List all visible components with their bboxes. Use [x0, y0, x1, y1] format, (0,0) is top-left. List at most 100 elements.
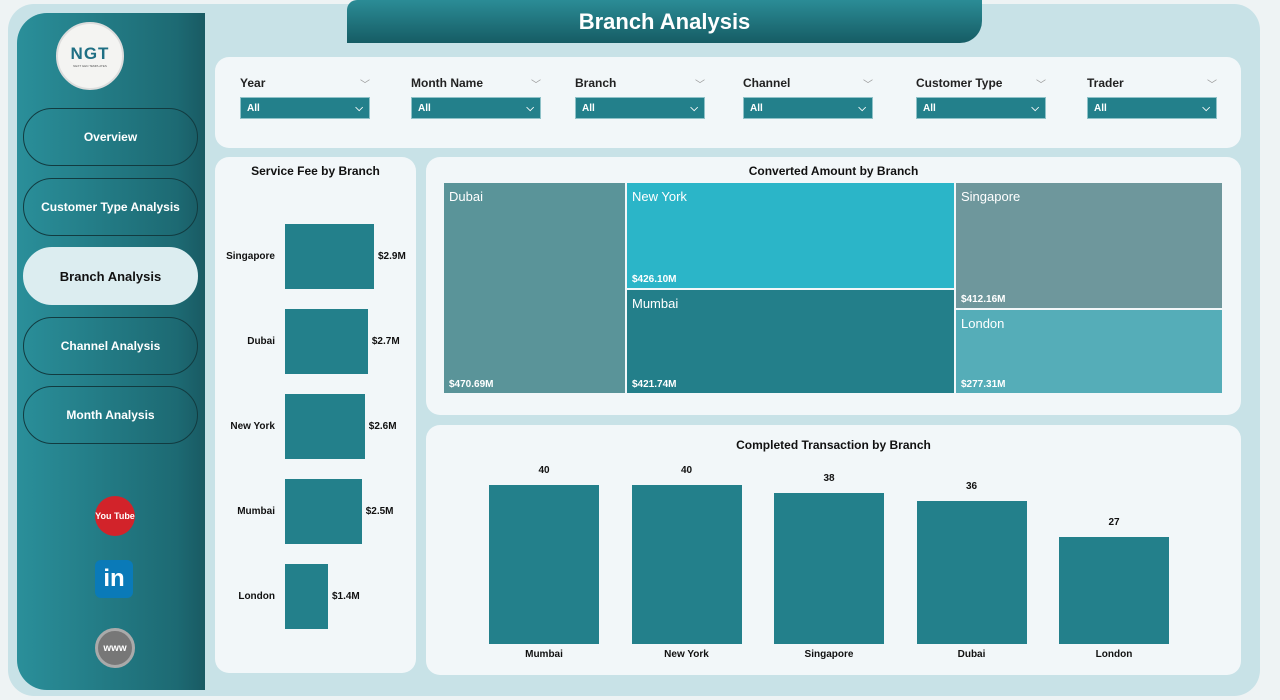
chevron-down-icon: ⌵: [1202, 102, 1210, 114]
converted-amount-panel: Converted Amount by Branch Dubai $470.69M…: [426, 157, 1241, 415]
nav-month-analysis[interactable]: Month Analysis: [23, 386, 198, 444]
treemap-tile-singapore[interactable]: Singapore $412.16M: [956, 183, 1222, 308]
treemap-tile-label: Dubai: [449, 189, 483, 204]
chevron-down-icon: ⌵: [526, 102, 534, 114]
bar-data-label: 38: [823, 472, 835, 484]
bar[interactable]: [285, 224, 374, 289]
slicer-branch: Branch ﹀ All ⌵: [575, 74, 705, 119]
slicer-dropdown[interactable]: All ⌵: [411, 97, 541, 119]
bar-category-label: Mumbai: [525, 649, 563, 660]
slicer-header: Month Name ﹀: [411, 74, 541, 92]
slicer-value: All: [1094, 102, 1107, 114]
completed-transaction-title: Completed Transaction by Branch: [736, 438, 931, 452]
bar[interactable]: [631, 485, 742, 644]
chevron-down-icon[interactable]: ﹀: [863, 79, 873, 91]
bar[interactable]: [285, 309, 368, 374]
bar[interactable]: [285, 479, 362, 544]
chevron-down-icon: ⌵: [355, 102, 363, 114]
bar-category-label: Mumbai: [237, 506, 275, 517]
bar-category-label: Dubai: [247, 336, 275, 347]
treemap-tile-value: $412.16M: [961, 294, 1006, 305]
treemap-tile-mumbai[interactable]: Mumbai $421.74M: [627, 290, 954, 393]
treemap-tile-dubai[interactable]: Dubai $470.69M: [444, 183, 625, 393]
bar-data-label: 40: [538, 465, 550, 476]
slicer-value: All: [418, 102, 431, 114]
bar-category-label: Singapore: [226, 251, 275, 262]
bar-data-label: $2.6M: [368, 421, 397, 432]
treemap-tile-london[interactable]: London $277.31M: [956, 310, 1222, 393]
slicer-label: Customer Type: [916, 76, 1003, 90]
bar-data-label: 27: [1108, 516, 1120, 528]
converted-amount-title: Converted Amount by Branch: [748, 164, 919, 178]
logo-text: NGT: [70, 44, 110, 63]
slicer-dropdown[interactable]: All ⌵: [240, 97, 370, 119]
treemap-tile-label: Mumbai: [632, 296, 679, 311]
treemap-tile-label: London: [961, 316, 1005, 331]
treemap-tile-value: $470.69M: [449, 379, 494, 390]
slicer-header: Channel ﹀: [743, 74, 873, 92]
service-fee-panel: Service Fee by Branch Singapore $2.9M Duba…: [215, 157, 416, 673]
logo: NGT NEXT GEN TEMPLATES: [56, 22, 124, 90]
bar-data-label: 40: [680, 465, 693, 476]
slicer-dropdown[interactable]: All ⌵: [743, 97, 873, 119]
completed-transaction-panel: Completed Transaction by Branch 40 Mumbai…: [426, 425, 1241, 675]
bar-category-label: New York: [664, 649, 709, 660]
service-fee-title: Service Fee by Branch: [251, 164, 380, 178]
chevron-down-icon[interactable]: ﹀: [531, 79, 541, 91]
slicer-dropdown[interactable]: All ⌵: [575, 97, 705, 119]
bar-category-label: London: [238, 591, 275, 602]
slicer-value: All: [750, 102, 763, 114]
website-globe-icon[interactable]: www: [95, 628, 135, 668]
logo-subtext: NEXT GEN TEMPLATES: [73, 64, 107, 68]
bar[interactable]: [285, 394, 365, 459]
treemap-tile-value: $421.74M: [632, 379, 677, 390]
bar-category-label: London: [1095, 649, 1133, 660]
slicer-label: Year: [240, 76, 266, 90]
page-title: Branch Analysis: [347, 0, 982, 43]
slicer-channel: Channel ﹀ All ⌵: [743, 74, 873, 119]
slicer-value: All: [247, 102, 260, 114]
bar-data-label: $2.7M: [371, 336, 400, 347]
slicer-dropdown[interactable]: All ⌵: [916, 97, 1046, 119]
chevron-down-icon: ⌵: [858, 102, 866, 114]
slicer-header: Trader ﹀: [1087, 74, 1217, 92]
slicer-value: All: [923, 102, 936, 114]
nav-overview[interactable]: Overview: [23, 108, 198, 166]
slicer-month-name: Month Name ﹀ All ⌵: [411, 74, 541, 119]
treemap-tile-value: $277.31M: [961, 379, 1006, 390]
slicer-dropdown[interactable]: All ⌵: [1087, 97, 1217, 119]
chevron-down-icon[interactable]: ﹀: [1207, 79, 1217, 91]
treemap-tile-label: Singapore: [961, 189, 1021, 204]
bar-data-label: $2.9M: [378, 251, 406, 262]
bar[interactable]: [1059, 536, 1169, 644]
bar[interactable]: [774, 492, 884, 644]
slicer-header: Branch ﹀: [575, 74, 705, 92]
treemap-tile-newyork[interactable]: New York $426.10M: [627, 183, 954, 288]
bar[interactable]: [916, 500, 1027, 644]
nav-branch-analysis[interactable]: Branch Analysis: [23, 247, 198, 305]
chevron-down-icon[interactable]: ﹀: [1036, 79, 1046, 91]
bar[interactable]: [489, 485, 599, 644]
slicer-value: All: [582, 102, 595, 114]
slicer-label: Month Name: [411, 76, 483, 90]
slicer-customer-type: Customer Type ﹀ All ⌵: [916, 74, 1046, 119]
chevron-down-icon[interactable]: ﹀: [695, 79, 705, 91]
bar-category-label: New York: [230, 421, 275, 432]
slicer-year: Year ﹀ All ⌵: [240, 74, 370, 119]
bar-category-label: Singapore: [804, 649, 854, 660]
treemap-tile-value: $426.10M: [632, 274, 677, 285]
slicer-header: Customer Type ﹀: [916, 74, 1046, 92]
chevron-down-icon: ⌵: [1031, 102, 1039, 114]
bar-data-label: $1.4M: [331, 591, 360, 602]
slicer-label: Channel: [743, 76, 791, 90]
linkedin-icon[interactable]: in: [95, 560, 133, 598]
slicer-label: Trader: [1087, 76, 1124, 90]
nav-customer-type-analysis[interactable]: Customer Type Analysis: [23, 178, 198, 236]
chevron-down-icon[interactable]: ﹀: [360, 79, 370, 91]
nav-channel-analysis[interactable]: Channel Analysis: [23, 317, 198, 375]
bar[interactable]: [285, 564, 328, 629]
chevron-down-icon: ⌵: [690, 102, 698, 114]
slicer-header: Year ﹀: [240, 74, 370, 92]
youtube-icon[interactable]: You Tube: [95, 496, 135, 536]
slicer-trader: Trader ﹀ All ⌵: [1087, 74, 1217, 119]
